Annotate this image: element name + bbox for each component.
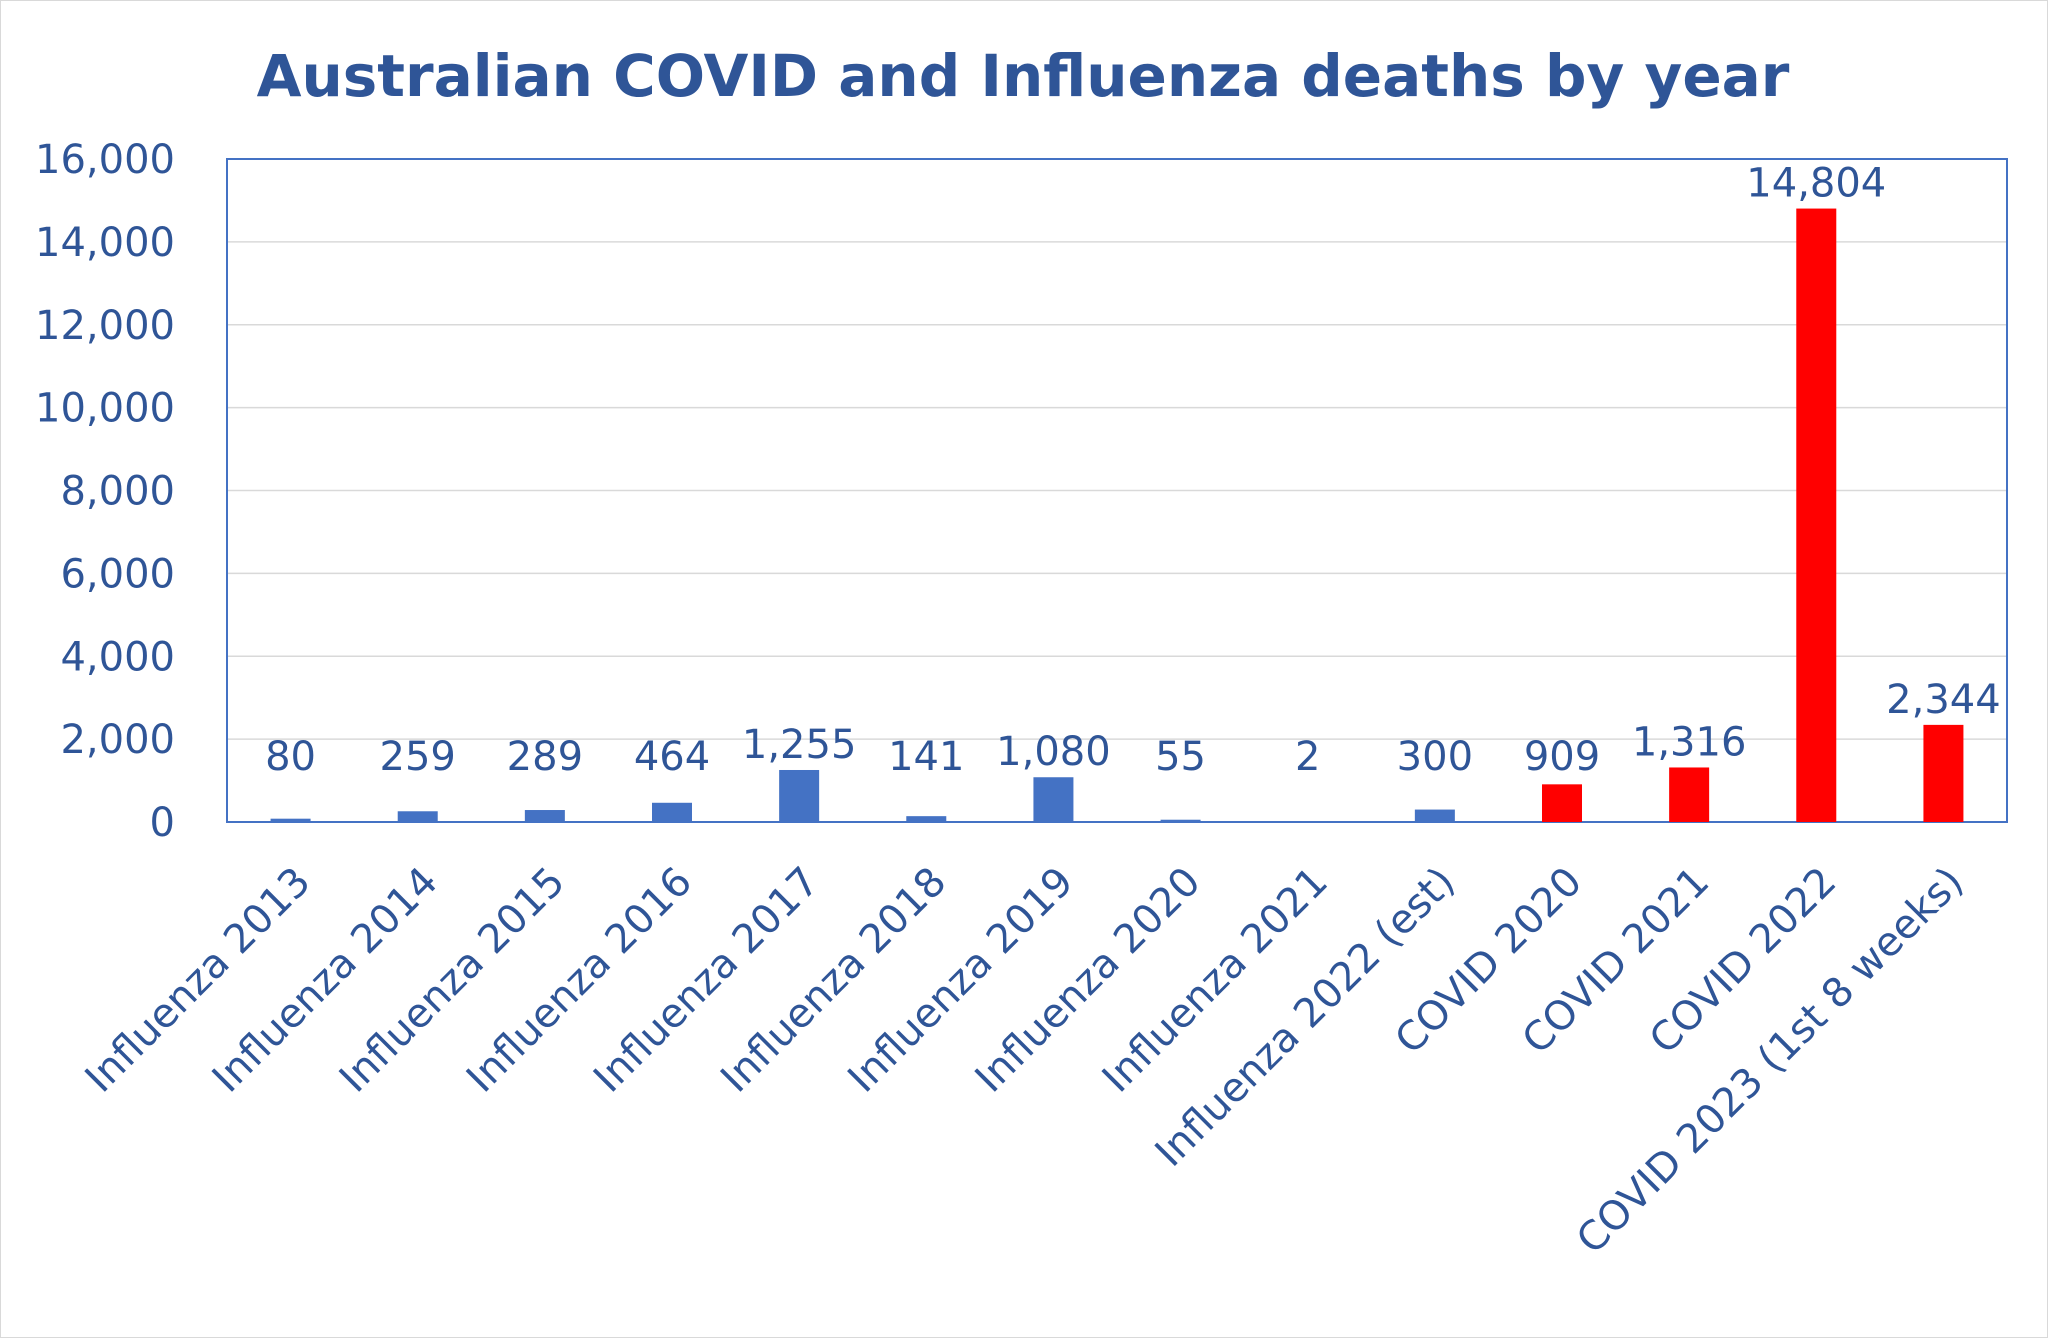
x-category-label: Influenza 2015 [331,859,574,1102]
bar [524,810,565,822]
data-label: 289 [507,734,583,780]
bar [1160,819,1201,822]
bar [1923,724,1964,822]
data-label: 1,255 [742,722,857,768]
x-category-label: Influenza 2013 [77,859,320,1102]
data-label: 909 [1524,734,1600,780]
y-tick-label: 4,000 [60,634,175,680]
y-tick-label: 16,000 [35,137,175,183]
bar [1033,777,1074,822]
bar [779,769,820,822]
bar [652,802,692,822]
bar [1287,821,1328,822]
data-label: 80 [265,734,316,780]
bar [1542,784,1582,822]
data-label: 141 [888,734,964,780]
data-label: 55 [1155,734,1206,780]
y-tick-label: 6,000 [60,551,175,597]
data-label: 300 [1397,734,1473,780]
y-tick-label: 8,000 [60,469,175,515]
data-label: 14,804 [1746,161,1886,207]
data-label: 2 [1295,734,1320,780]
gridlines [227,241,2007,740]
data-label: 1,316 [1632,719,1747,765]
y-tick-label: 0 [150,800,175,846]
bar [1414,809,1455,822]
data-labels: 80 259 289 464 1,255 141 1,080 55 2 300 909 1,316 14… [265,161,2001,780]
x-category-label: Influenza 2021 [1094,859,1337,1102]
bar [1669,767,1710,822]
y-tick-label: 2,000 [60,717,175,763]
chart-title: Australian COVID and Influenza deaths by… [257,42,1790,110]
x-category-label: Influenza 2014 [204,859,447,1102]
x-category-label: Influenza 2018 [712,859,955,1102]
bar [270,818,311,822]
y-axis-ticks: 0 2,000 4,000 6,000 8,000 10,000 12,000 14,000 1… [35,137,175,846]
data-label: 2,344 [1886,677,2001,723]
bars [270,208,1964,822]
data-label: 1,080 [996,729,1111,775]
bar [906,816,947,822]
x-category-label: Influenza 2017 [585,859,828,1102]
y-tick-label: 12,000 [35,303,175,349]
data-label: 464 [634,734,710,780]
data-label: 259 [380,734,456,780]
bar [1796,208,1837,822]
x-category-label: Influenza 2019 [839,859,1082,1102]
y-tick-label: 14,000 [35,220,175,266]
x-category-label: Influenza 2020 [967,859,1210,1102]
y-tick-label: 10,000 [35,386,175,432]
x-category-label: Influenza 2016 [458,859,701,1102]
bar [397,811,438,822]
plot-area-border [226,158,2008,823]
